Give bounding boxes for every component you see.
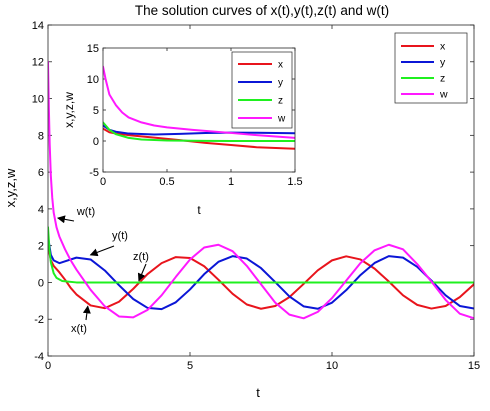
main-y-tick-label: 0 <box>38 277 44 289</box>
main-legend-box <box>394 32 468 104</box>
inset-y-tick-label: 0 <box>93 136 99 148</box>
main-y-tick-label: -2 <box>34 314 44 326</box>
inset-y-tick-label: 10 <box>87 74 99 86</box>
main-x-axis-label: t <box>256 385 260 400</box>
main-y-axis-label: x,y,z,w <box>3 168 18 207</box>
inset-x-tick-label: 1.5 <box>287 176 302 188</box>
inset-series-z-line <box>103 121 295 142</box>
main-y-tick-label: 8 <box>38 130 44 142</box>
inset-x-axis-label: t <box>197 203 201 217</box>
main-x-tick-label: 5 <box>187 360 193 372</box>
main-legend-label-y: y <box>440 57 446 69</box>
main-legend-label-x: x <box>440 41 446 53</box>
main-series-z-line <box>48 226 474 284</box>
annotation-arrow-0 <box>56 215 75 224</box>
inset-legend-label-z: z <box>278 96 283 107</box>
main-x-tick-label: 15 <box>468 360 480 372</box>
main-y-tick-label: -4 <box>34 351 44 363</box>
inset-x-tick-label: 1 <box>228 176 234 188</box>
main-x-tick-label: 0 <box>45 360 51 372</box>
main-y-tick-label: 6 <box>38 167 44 179</box>
main-legend-label-z: z <box>440 73 445 85</box>
annotation-label-0: w(t) <box>76 206 95 218</box>
annotation-label-3: x(t) <box>71 323 87 335</box>
main-y-tick-label: 10 <box>32 94 44 106</box>
main-y-tick-label: 4 <box>38 204 44 216</box>
inset-y-axis-label: x,y,z,w <box>62 92 76 128</box>
main-series-w-line <box>48 60 474 320</box>
inset-legend-label-x: x <box>278 60 283 71</box>
annotation-arrow-2 <box>137 263 147 282</box>
inset-legend-label-w: w <box>277 114 286 125</box>
annotation-arrow-1 <box>89 245 115 257</box>
inset-series-w-line <box>103 65 295 139</box>
main-y-tick-label: 2 <box>38 241 44 253</box>
main-y-tick-label: 12 <box>32 57 44 69</box>
inset-y-tick-label: 5 <box>93 105 99 117</box>
inset-frame <box>102 47 296 173</box>
main-series-x-line <box>48 244 474 310</box>
inset-series-y-line <box>103 124 295 136</box>
inset-x-tick-label: 0.5 <box>159 176 174 188</box>
main-x-tick-label: 10 <box>326 360 338 372</box>
annotation-label-1: y(t) <box>112 230 128 242</box>
chart-title: The solution curves of x(t),y(t),z(t) an… <box>135 3 389 18</box>
main-legend-label-w: w <box>439 89 448 101</box>
main-frame <box>47 24 475 357</box>
inset-x-tick-label: 0 <box>100 176 106 188</box>
inset-y-tick-label: 15 <box>87 43 99 55</box>
inset-legend-label-y: y <box>278 78 283 89</box>
main-y-tick-label: 14 <box>32 20 44 32</box>
inset-y-tick-label: -5 <box>89 167 99 179</box>
annotation-label-2: z(t) <box>133 251 149 263</box>
annotation-arrow-3 <box>82 305 91 321</box>
